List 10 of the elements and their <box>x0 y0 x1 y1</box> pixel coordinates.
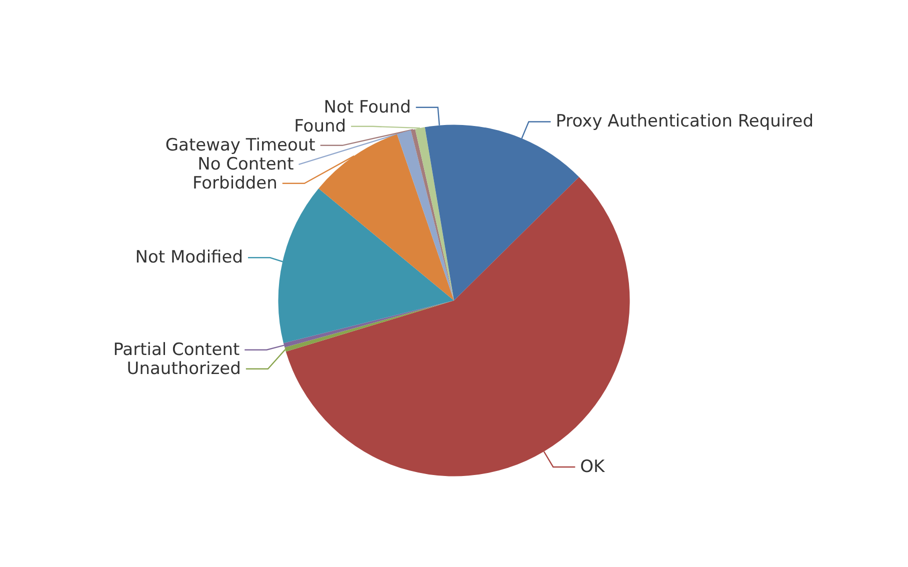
slice-label: Partial Content <box>113 340 240 360</box>
slice-label: Forbidden <box>192 173 278 194</box>
slice-label: Gateway Timeout <box>165 135 316 156</box>
slice-label: No Content <box>198 154 294 174</box>
slice-label: Unauthorized <box>126 358 241 379</box>
slice-label: Found <box>294 116 346 136</box>
slice-label: Not Modified <box>135 248 244 268</box>
slice-label: Not Found <box>324 97 411 118</box>
slice-label: Proxy Authentication Required <box>556 112 814 132</box>
slice-label: OK <box>580 456 606 477</box>
